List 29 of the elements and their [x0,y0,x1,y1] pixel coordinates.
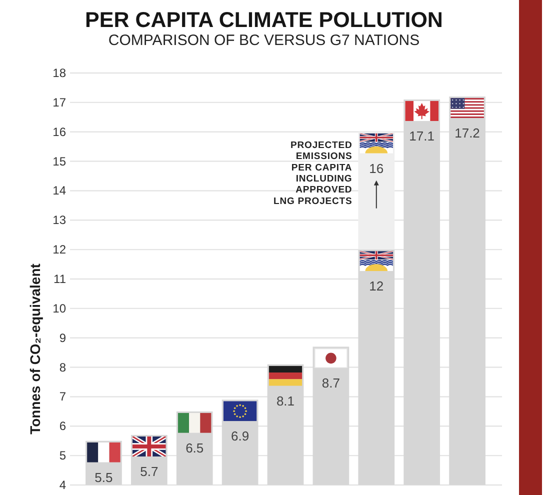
y-tick-label: 14 [52,184,66,198]
y-tick-label: 17 [52,95,66,110]
data-label: 17.1 [409,128,434,144]
y-tick-label: 8 [59,360,66,374]
y-tick-label: 18 [52,66,66,80]
data-label: 12 [369,278,384,294]
y-tick-label: 13 [52,213,66,228]
y-tick-label: 12 [52,242,66,257]
chart-title: PER CAPITA CLIMATE POLLUTION [85,8,443,32]
y-tick-label: 9 [59,330,66,345]
data-label: 17.2 [454,126,480,141]
data-label: 6.5 [186,440,204,456]
data-label: 8.7 [322,376,340,391]
data-label: 8.1 [276,393,295,408]
y-tick-label: 6 [59,419,66,434]
y-tick-label: 4 [59,478,66,492]
data-label: 6.9 [231,428,250,444]
y-tick-label: 11 [54,272,66,286]
y-tick-label: 5 [59,448,66,463]
data-label: 5.5 [94,470,113,485]
annotation: PROJECTED EMISSIONS PER CAPITA INCLUDING APPROVED LNG PROJECTS [274,140,352,207]
data-label: 5.7 [140,464,158,479]
chart-subtitle: COMPARISON OF BC VERSUS G7 NATIONS [108,32,420,49]
y-tick-label: 15 [52,154,66,168]
y-axis-title: Tonnes of CO₂-equivalent [27,263,43,434]
y-tick-label: 10 [52,301,66,316]
total-label: 16 [369,160,384,176]
y-tick-label: 16 [52,124,66,139]
y-tick-label: 7 [59,390,66,404]
